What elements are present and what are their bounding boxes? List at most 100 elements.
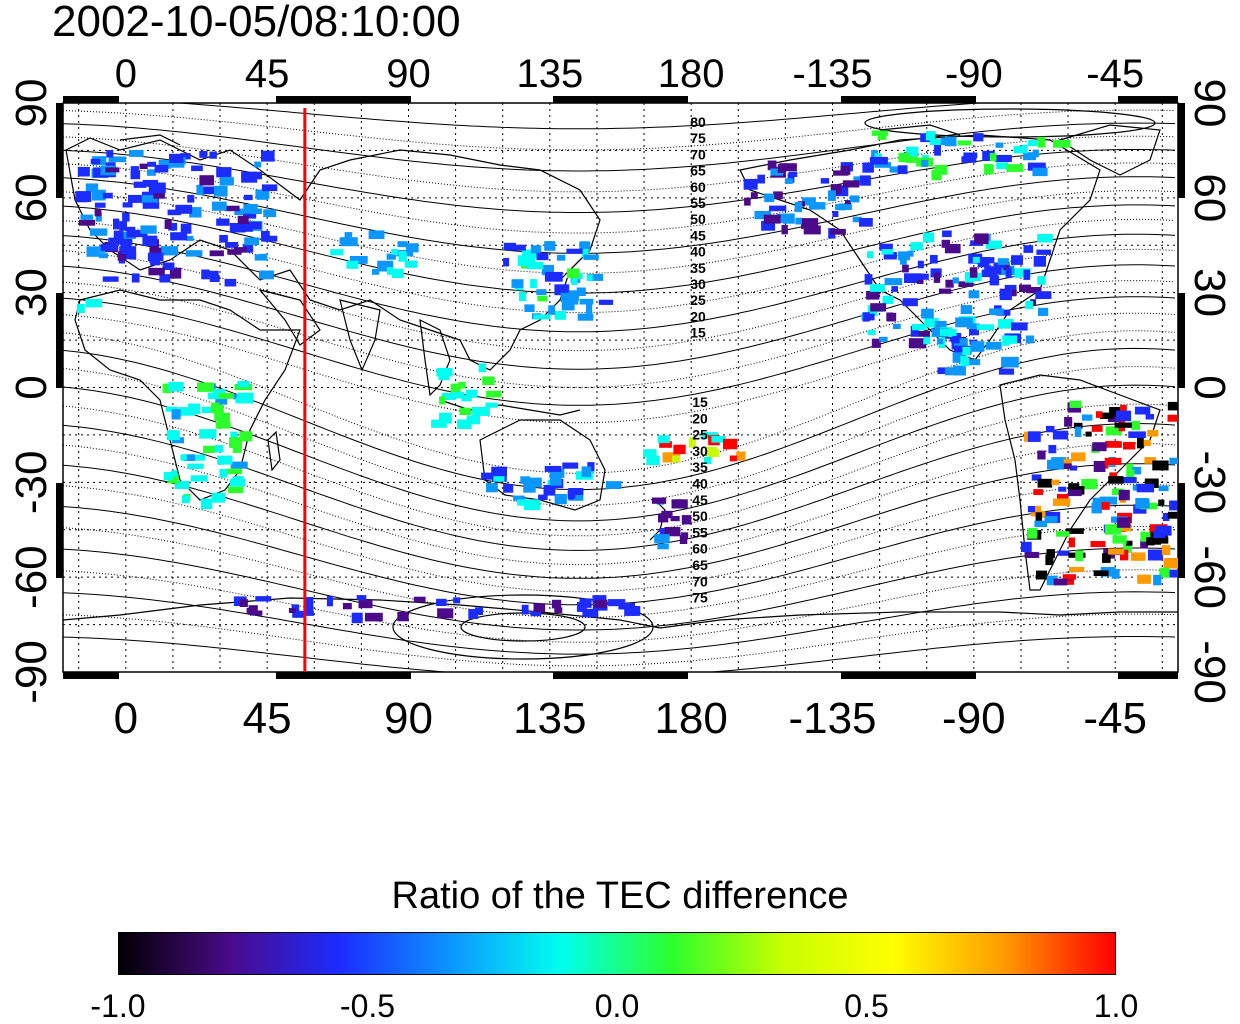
- tec-patch: [643, 449, 657, 458]
- tec-patch: [1123, 543, 1132, 553]
- tec-patch: [95, 212, 102, 222]
- tec-patch: [209, 151, 217, 159]
- tec-patch: [900, 258, 907, 265]
- tec-patch: [999, 289, 1012, 301]
- tec-patch: [178, 407, 195, 416]
- tec-patch: [809, 202, 826, 210]
- tec-patch: [681, 532, 689, 540]
- tec-patch: [119, 221, 127, 231]
- contour-label-north: 20: [690, 308, 706, 324]
- tec-patch: [232, 444, 242, 453]
- colorbar-tick-label: 0.5: [844, 988, 889, 1024]
- tec-patch: [452, 391, 465, 399]
- tec-patch: [149, 247, 162, 256]
- tec-patch: [972, 256, 980, 263]
- tec-patch: [1052, 498, 1071, 506]
- tec-patch: [784, 178, 793, 184]
- tec-patch: [239, 431, 253, 442]
- magnetic-contour: [170, 103, 988, 130]
- tec-patch: [586, 304, 593, 316]
- tec-patch: [963, 152, 978, 159]
- tec-patch: [567, 491, 574, 500]
- tec-patch: [219, 469, 228, 478]
- tec-patch: [1004, 284, 1017, 294]
- tec-patch: [1126, 540, 1133, 546]
- tec-patch: [181, 495, 190, 504]
- tec-patch: [566, 248, 583, 254]
- tec-patch: [1011, 322, 1028, 331]
- tec-patch: [842, 180, 860, 188]
- tec-patch: [770, 168, 784, 176]
- tec-patch: [1091, 425, 1103, 432]
- tec-patch: [413, 596, 426, 603]
- tec-patch: [108, 156, 127, 163]
- tec-patch: [482, 376, 495, 385]
- tec-patch: [579, 298, 594, 305]
- tec-patch: [237, 380, 250, 388]
- tec-patch: [330, 249, 344, 256]
- tec-map: 0 45 90 135 180 -135 -90 -45 0 45 90 135 180 -135 -90…: [7, 52, 1234, 743]
- tec-patch: [1144, 457, 1157, 464]
- tec-patch: [902, 298, 918, 307]
- tec-patch: [243, 194, 253, 201]
- tec-patch: [929, 139, 944, 145]
- tec-patch: [229, 478, 246, 487]
- tec-patch: [960, 355, 969, 366]
- tec-patch: [1105, 440, 1119, 448]
- tec-patch: [761, 220, 776, 231]
- contour-label-north: 15: [690, 325, 706, 341]
- tec-patch: [874, 162, 891, 168]
- tec-patch: [835, 204, 852, 210]
- tick-label: 90: [384, 694, 433, 743]
- tec-patch: [1023, 152, 1036, 161]
- tec-patch: [844, 200, 852, 208]
- tec-patch: [230, 461, 248, 469]
- tec-patch: [969, 267, 978, 278]
- tec-patch: [1057, 493, 1069, 500]
- tec-patch: [89, 228, 108, 236]
- tec-patch: [544, 271, 563, 282]
- tec-patch: [582, 608, 599, 618]
- tec-patch: [651, 497, 667, 504]
- tec-patch: [910, 325, 920, 337]
- contour-label-south: 50: [692, 508, 708, 524]
- tec-patch: [437, 608, 454, 619]
- tec-patch: [86, 246, 100, 257]
- tec-patch: [862, 312, 870, 322]
- tec-patch: [164, 219, 172, 229]
- tec-patch: [1104, 524, 1121, 535]
- tec-patch: [517, 255, 535, 266]
- tec-patch: [659, 441, 672, 448]
- contour-label-north: 30: [690, 276, 706, 292]
- tec-patch: [187, 194, 195, 203]
- tec-patch: [171, 437, 185, 444]
- tec-patch: [1109, 472, 1118, 478]
- tec-patch: [995, 142, 1004, 148]
- tec-patch: [180, 223, 192, 234]
- tec-patch: [340, 237, 358, 247]
- tec-patch: [598, 299, 614, 305]
- tec-patch: [1131, 420, 1140, 431]
- tec-patch: [979, 257, 995, 264]
- tec-patch: [398, 251, 407, 262]
- tec-patch: [80, 214, 94, 220]
- tec-patch: [974, 233, 989, 245]
- tec-patch: [867, 330, 876, 336]
- tec-patch: [1032, 167, 1048, 177]
- tec-patch: [255, 189, 270, 199]
- tec-patch: [1068, 489, 1082, 497]
- tec-patch: [128, 150, 144, 157]
- tick-label: 135: [516, 52, 583, 96]
- tec-patch: [1167, 401, 1178, 411]
- map-timestamp-title: 2002-10-05/08:10:00: [52, 0, 461, 46]
- tec-patch: [180, 153, 191, 160]
- tec-patch: [654, 534, 670, 544]
- tec-patch: [524, 304, 535, 312]
- tec-patch: [468, 609, 479, 619]
- tec-patch: [925, 131, 936, 141]
- tec-patch: [94, 208, 102, 217]
- tec-patch: [576, 601, 587, 612]
- tec-patch: [1146, 537, 1155, 546]
- tec-patch: [508, 244, 526, 251]
- magnetic-contour: [63, 204, 1176, 294]
